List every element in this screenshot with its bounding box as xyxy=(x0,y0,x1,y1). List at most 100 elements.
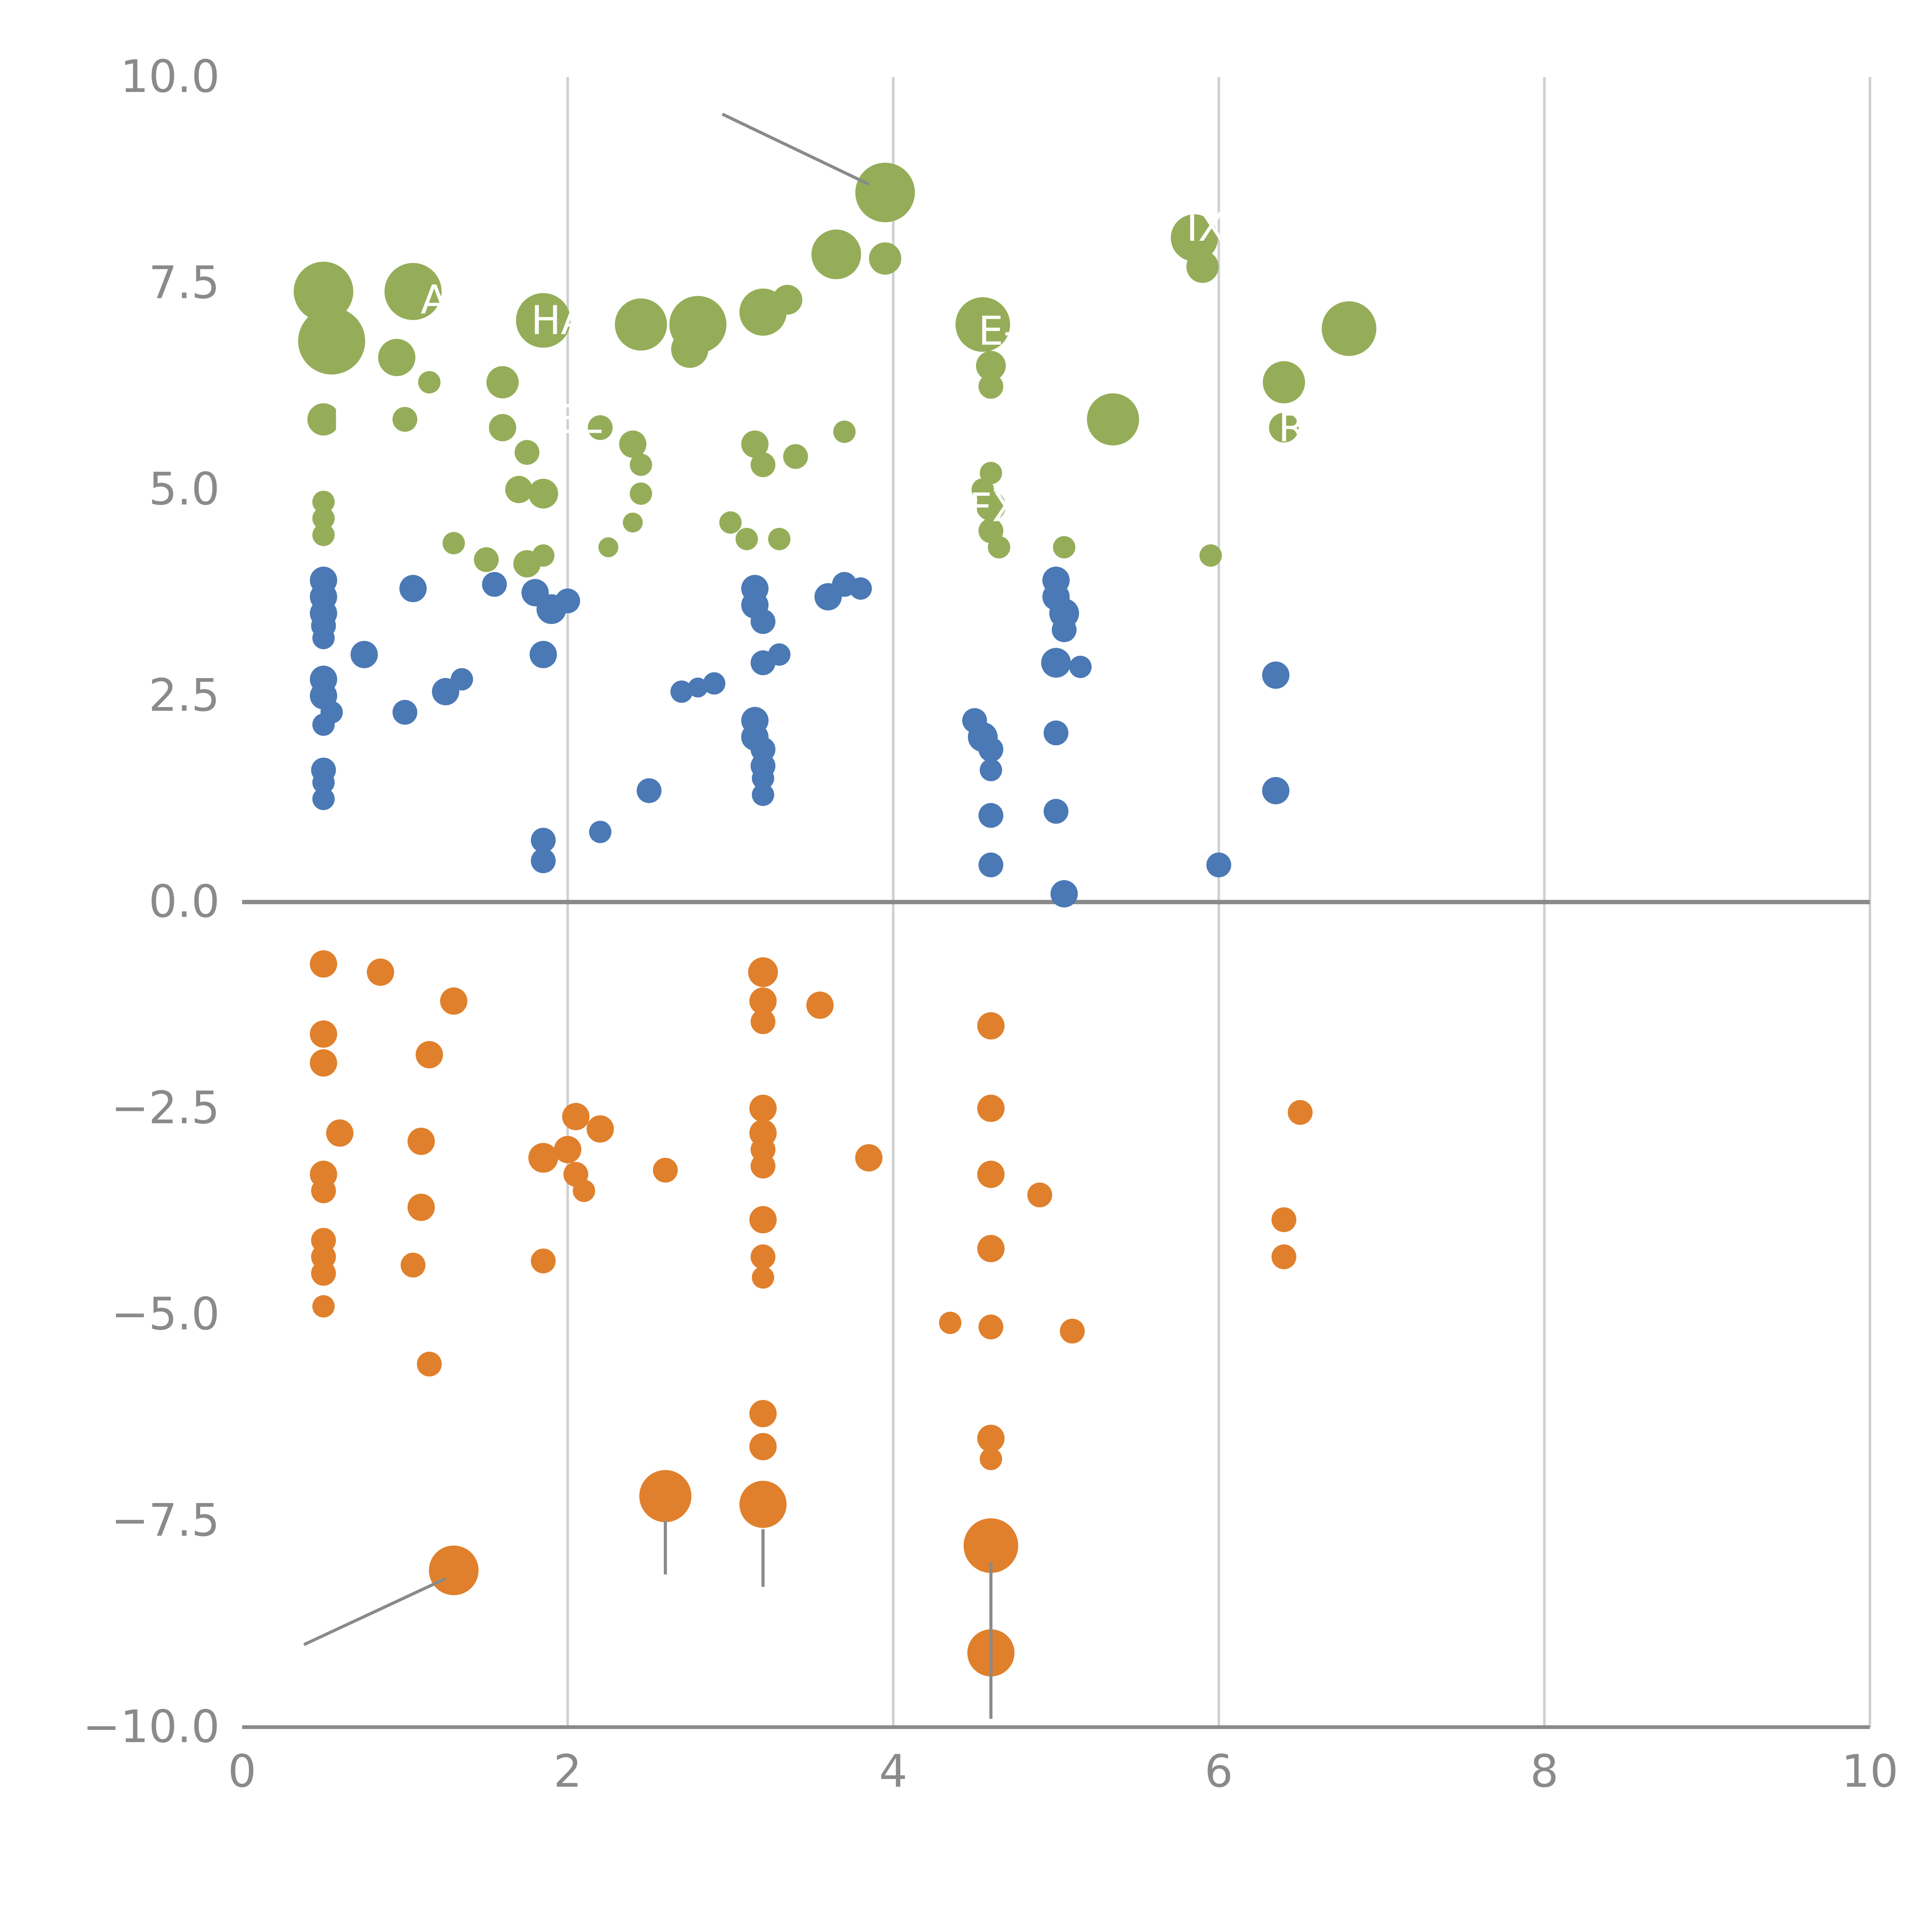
scatter-point-green[interactable] xyxy=(1321,301,1376,356)
scatter-point-blue[interactable] xyxy=(1043,799,1069,824)
scatter-point-green[interactable] xyxy=(312,490,335,513)
scatter-point-orange[interactable] xyxy=(311,1261,336,1286)
scatter-point-orange[interactable] xyxy=(310,1020,337,1048)
scatter-point-blue[interactable] xyxy=(1069,656,1092,678)
scatter-point-orange[interactable] xyxy=(311,1178,336,1203)
scatter-point-orange[interactable] xyxy=(939,1311,962,1334)
scatter-point-green[interactable] xyxy=(418,371,440,394)
scatter-point-blue[interactable] xyxy=(531,848,556,873)
scatter-point-blue[interactable] xyxy=(555,588,580,614)
scatter-point-blue[interactable] xyxy=(978,737,1003,762)
scatter-point-blue[interactable] xyxy=(1050,880,1078,908)
scatter-point-orange[interactable] xyxy=(977,1012,1005,1040)
scatter-point-orange[interactable] xyxy=(977,1094,1005,1122)
scatter-point-blue[interactable] xyxy=(978,803,1003,828)
scatter-point-green[interactable] xyxy=(629,453,652,476)
scatter-point-orange[interactable] xyxy=(653,1158,678,1183)
scatter-point-green[interactable] xyxy=(312,524,335,546)
scatter-point-green[interactable] xyxy=(783,444,808,469)
scatter-point-green[interactable] xyxy=(855,163,915,223)
scatter-point-green[interactable] xyxy=(768,528,791,550)
scatter-point-blue[interactable] xyxy=(688,677,708,698)
scatter-point-orange[interactable] xyxy=(587,1115,614,1143)
scatter-point-blue[interactable] xyxy=(531,828,556,853)
scatter-point-orange[interactable] xyxy=(749,1206,777,1233)
scatter-point-blue[interactable] xyxy=(482,572,507,597)
scatter-point-blue[interactable] xyxy=(670,680,693,703)
scatter-point-green[interactable] xyxy=(312,507,335,530)
scatter-point-orange[interactable] xyxy=(415,1041,443,1068)
scatter-point-orange[interactable] xyxy=(312,1295,335,1318)
scatter-point-green[interactable] xyxy=(615,298,667,351)
scatter-point-orange[interactable] xyxy=(978,1315,1003,1340)
scatter-point-green[interactable] xyxy=(1053,536,1075,559)
scatter-point-blue[interactable] xyxy=(312,787,335,810)
scatter-point-blue[interactable] xyxy=(312,713,335,736)
scatter-point-orange[interactable] xyxy=(1027,1182,1052,1208)
scatter-point-green[interactable] xyxy=(307,403,340,436)
scatter-point-green[interactable] xyxy=(514,440,539,465)
scatter-point-orange[interactable] xyxy=(310,1049,337,1077)
scatter-point-green[interactable] xyxy=(298,307,366,375)
scatter-point-orange[interactable] xyxy=(417,1352,442,1377)
scatter-point-orange[interactable] xyxy=(367,958,395,986)
scatter-point-orange[interactable] xyxy=(750,1244,776,1269)
scatter-point-green[interactable] xyxy=(976,351,1006,381)
scatter-point-blue[interactable] xyxy=(750,609,776,634)
scatter-point-orange[interactable] xyxy=(440,987,468,1015)
scatter-point-orange[interactable] xyxy=(1271,1244,1296,1269)
scatter-point-orange[interactable] xyxy=(806,992,834,1019)
scatter-point-green[interactable] xyxy=(955,297,1010,352)
scatter-point-green[interactable] xyxy=(1269,413,1299,443)
scatter-point-blue[interactable] xyxy=(589,821,612,843)
scatter-point-green[interactable] xyxy=(486,366,519,399)
scatter-point-green[interactable] xyxy=(671,330,709,368)
scatter-point-orange[interactable] xyxy=(752,1266,774,1289)
scatter-point-green[interactable] xyxy=(1087,393,1139,446)
scatter-point-blue[interactable] xyxy=(980,759,1002,781)
scatter-point-blue[interactable] xyxy=(978,852,1003,878)
scatter-point-green[interactable] xyxy=(294,262,354,321)
scatter-point-orange[interactable] xyxy=(407,1194,435,1221)
scatter-point-orange[interactable] xyxy=(310,950,337,978)
scatter-point-green[interactable] xyxy=(750,452,776,477)
scatter-point-green[interactable] xyxy=(833,420,856,443)
scatter-point-blue[interactable] xyxy=(752,767,774,790)
scatter-point-blue[interactable] xyxy=(312,771,335,794)
scatter-point-orange[interactable] xyxy=(326,1119,354,1147)
scatter-point-blue[interactable] xyxy=(1041,648,1071,678)
scatter-point-green[interactable] xyxy=(622,512,643,532)
scatter-point-orange[interactable] xyxy=(749,1094,777,1122)
scatter-point-blue[interactable] xyxy=(1262,661,1290,689)
scatter-point-blue[interactable] xyxy=(451,668,473,690)
scatter-point-blue[interactable] xyxy=(392,700,418,725)
scatter-point-orange[interactable] xyxy=(748,957,778,987)
scatter-point-blue[interactable] xyxy=(1206,852,1231,878)
scatter-point-orange[interactable] xyxy=(528,1143,558,1173)
scatter-point-orange[interactable] xyxy=(639,1470,692,1522)
scatter-point-green[interactable] xyxy=(474,547,499,572)
scatter-point-orange[interactable] xyxy=(531,1248,556,1274)
scatter-point-green[interactable] xyxy=(532,544,554,567)
scatter-point-blue[interactable] xyxy=(703,672,726,695)
scatter-point-orange[interactable] xyxy=(1287,1100,1313,1125)
scatter-point-green[interactable] xyxy=(378,339,416,376)
scatter-point-blue[interactable] xyxy=(768,643,791,666)
scatter-point-blue[interactable] xyxy=(399,575,427,602)
scatter-point-green[interactable] xyxy=(392,407,418,432)
scatter-point-orange[interactable] xyxy=(963,1518,1019,1573)
scatter-point-orange[interactable] xyxy=(1271,1207,1296,1232)
scatter-point-green[interactable] xyxy=(516,293,571,348)
scatter-point-green[interactable] xyxy=(978,374,1003,399)
scatter-point-blue[interactable] xyxy=(350,641,378,668)
scatter-point-green[interactable] xyxy=(772,285,803,315)
scatter-point-green[interactable] xyxy=(980,462,1002,485)
scatter-point-green[interactable] xyxy=(988,536,1010,559)
scatter-point-green[interactable] xyxy=(811,230,861,279)
scatter-point-orange[interactable] xyxy=(977,1160,1005,1188)
scatter-point-orange[interactable] xyxy=(749,1400,777,1427)
scatter-point-green[interactable] xyxy=(719,511,742,534)
scatter-point-orange[interactable] xyxy=(750,1009,776,1034)
scatter-point-green[interactable] xyxy=(442,532,465,554)
scatter-point-orange[interactable] xyxy=(429,1545,479,1595)
